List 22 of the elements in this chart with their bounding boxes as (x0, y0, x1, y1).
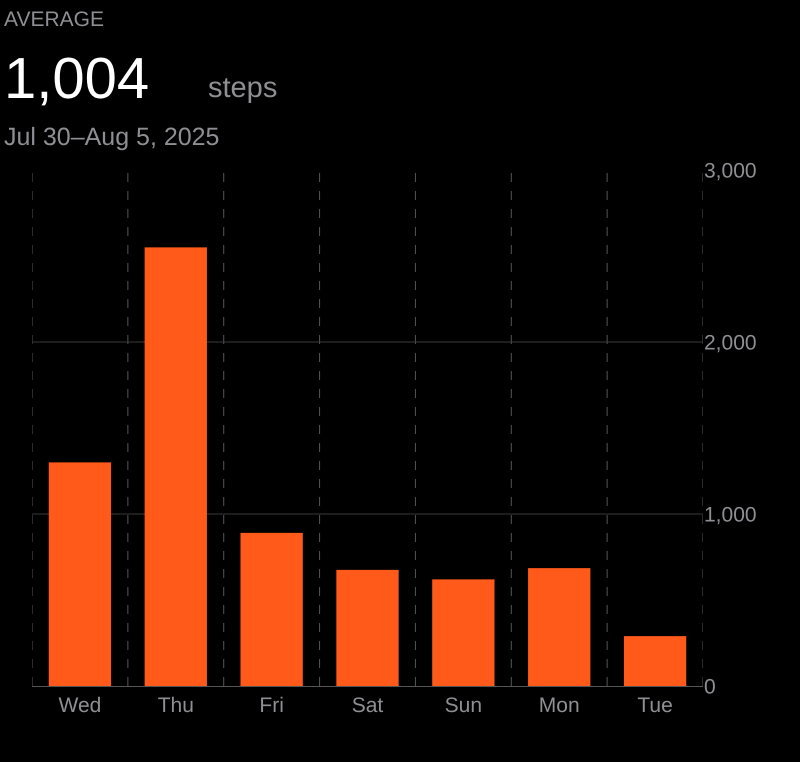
bar (48, 462, 112, 686)
text: 1,004 (4, 46, 150, 111)
x-tick-label: Sat (352, 694, 384, 718)
bar (240, 532, 303, 686)
x-tick-label: Fri (259, 694, 284, 718)
bar (144, 247, 207, 686)
chart-title: AVERAGE (4, 8, 104, 31)
x-tick-label: Thu (158, 694, 194, 718)
y-tick-label: 3,000 (704, 159, 757, 182)
y-tick-label: 2,000 (704, 331, 757, 354)
bar (432, 579, 495, 686)
x-tick-label: Mon (538, 694, 580, 718)
bar (336, 570, 399, 686)
x-tick-label: Wed (58, 694, 102, 718)
y-tick-label: 0 (704, 675, 716, 698)
text: steps (208, 72, 278, 104)
y-tick-label: 1,000 (704, 503, 757, 526)
chart-subtitle: Jul 30–Aug 5, 2025 (4, 123, 220, 151)
x-tick-label: Tue (637, 694, 673, 718)
x-tick-label: Sun (444, 694, 482, 718)
bar (528, 568, 590, 686)
bar (624, 636, 686, 686)
